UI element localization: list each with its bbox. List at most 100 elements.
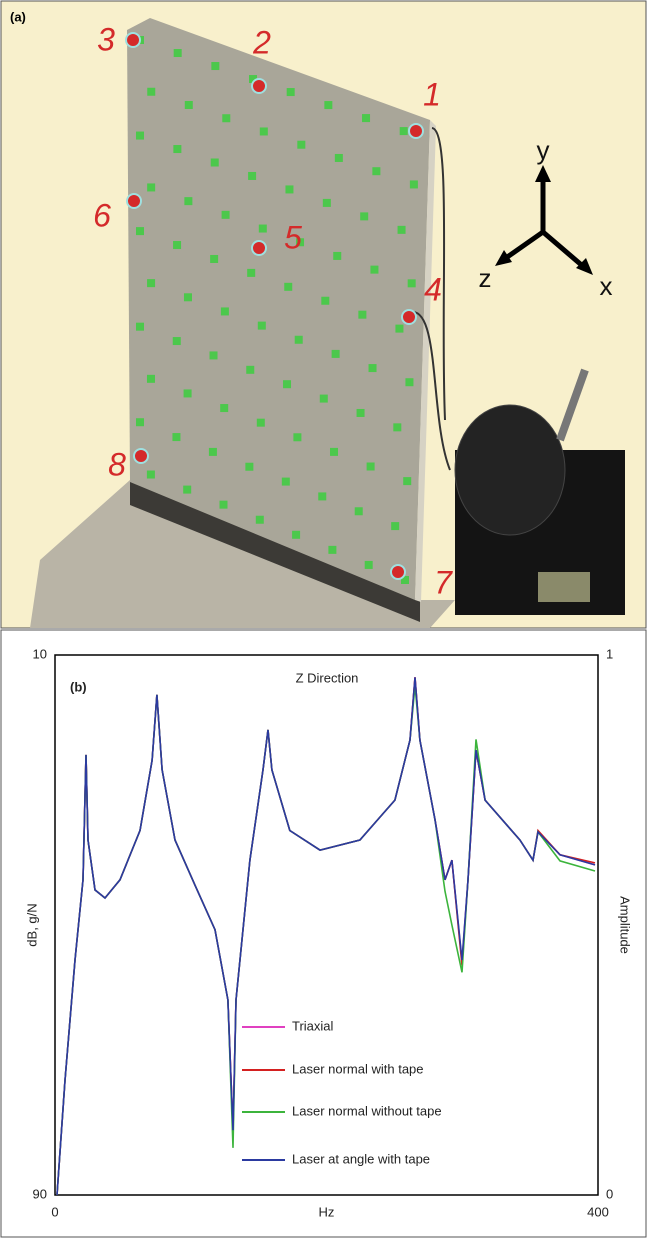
target-square [370,266,378,274]
target-square [173,337,181,345]
target-square [403,477,411,485]
target-square [257,419,265,427]
target-square [285,185,293,193]
target-square [284,283,292,291]
target-square [184,197,192,205]
target-square [211,62,219,70]
panel-label: (b) [70,679,87,694]
target-square [136,418,144,426]
target-square [136,227,144,235]
target-square [367,462,375,470]
measurement-dot [252,241,266,255]
target-square [209,448,217,456]
shaker-body [455,405,565,535]
target-square [410,180,418,188]
target-square [330,448,338,456]
target-square [333,252,341,260]
y2-tick-label: 1 [606,646,613,661]
target-square [172,433,180,441]
x-tick-label: 0 [51,1204,58,1219]
target-square [210,351,218,359]
figure: 12345678 y z x (a) 1090100400HzdB, g/NAm… [0,0,647,1239]
target-square [400,127,408,135]
measurement-dot [127,194,141,208]
target-square [335,154,343,162]
target-square [320,395,328,403]
axis-name: y [537,135,550,165]
target-square [362,114,370,122]
chart-title: Z Direction [296,670,359,685]
target-square [185,101,193,109]
measurement-dot [409,124,423,138]
target-square [184,293,192,301]
target-square [287,88,295,96]
legend-label: Laser at angle with tape [292,1151,430,1166]
target-square [246,366,254,374]
target-square [136,132,144,140]
target-square [258,322,266,330]
target-square [295,336,303,344]
target-square [173,145,181,153]
target-square [365,561,373,569]
target-square [210,255,218,263]
target-square [324,101,332,109]
x-tick-label: 400 [587,1204,609,1219]
point-number: 6 [93,197,111,233]
measurement-dot [126,33,140,47]
target-square [260,127,268,135]
target-square [360,212,368,220]
target-square [221,307,229,315]
target-square [283,380,291,388]
shaker-label [538,572,590,602]
target-square [318,492,326,500]
point-number: 2 [252,24,271,60]
target-square [332,350,340,358]
y-tick-label: 90 [33,1186,47,1201]
y-axis-label: dB, g/N [24,903,39,946]
target-square [173,241,181,249]
target-square [220,404,228,412]
y-tick-label: 10 [33,646,47,661]
target-square [211,158,219,166]
legend-label: Triaxial [292,1018,334,1033]
point-number: 7 [434,564,453,600]
target-square [147,375,155,383]
target-square [219,501,227,509]
y2-tick-label: 0 [606,1186,613,1201]
target-square [372,167,380,175]
point-number: 8 [108,446,126,482]
target-square [147,88,155,96]
y2-axis-label: Amplitude [618,896,633,954]
point-number: 3 [97,21,115,57]
measurement-dot [391,565,405,579]
target-square [174,49,182,57]
measurement-dot [134,449,148,463]
target-square [248,172,256,180]
axis-name: z [479,263,492,293]
measurement-dot [252,79,266,93]
target-square [256,516,264,524]
target-square [282,478,290,486]
target-square [297,141,305,149]
target-square [247,269,255,277]
target-square [184,389,192,397]
target-square [222,211,230,219]
target-square [369,364,377,372]
target-square [358,311,366,319]
measurement-dot [402,310,416,324]
target-square [355,507,363,515]
target-square [292,531,300,539]
target-square [136,323,144,331]
target-square [391,522,399,530]
target-square [183,486,191,494]
target-square [323,199,331,207]
axis-name: x [600,271,613,301]
target-square [357,409,365,417]
target-square [405,378,413,386]
legend-label: Laser normal without tape [292,1103,442,1118]
target-square [147,183,155,191]
target-square [393,423,401,431]
target-square [147,279,155,287]
panel-label: (a) [10,9,26,24]
point-number: 1 [423,76,441,112]
